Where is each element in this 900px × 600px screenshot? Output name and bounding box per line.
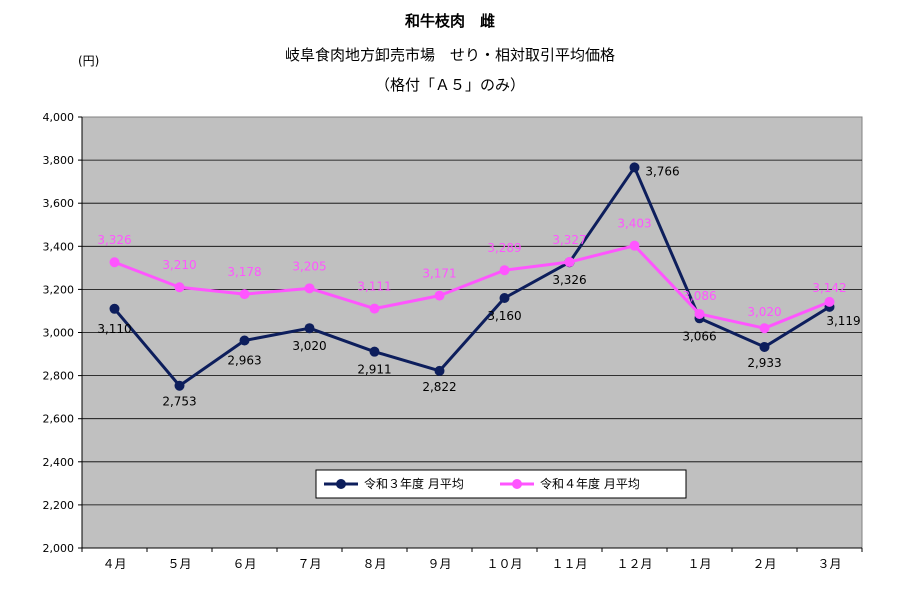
series-1-data-label: 3,326 — [552, 273, 586, 287]
series-2-point — [304, 283, 315, 294]
y-tick-label: 3,600 — [43, 197, 75, 210]
series-2-point — [434, 290, 445, 301]
x-tick-label: １０月 — [486, 557, 522, 571]
x-tick-label: １１月 — [551, 557, 587, 571]
series-1-data-label: 3,110 — [97, 322, 131, 336]
y-tick-label: 2,800 — [43, 370, 75, 383]
series-1-data-label: 2,933 — [747, 356, 781, 370]
series-2-data-label: 3,178 — [227, 265, 261, 279]
legend-label-2: 令和４年度 月平均 — [540, 476, 640, 491]
series-1-data-label: 2,911 — [357, 363, 391, 377]
x-tick-label: ５月 — [167, 557, 191, 571]
chart-subtitle-grade: （格付「Ａ５」のみ） — [374, 76, 525, 94]
series-1-point — [109, 303, 120, 314]
series-2-data-label: 3,327 — [552, 233, 586, 247]
x-tick-label: ９月 — [427, 557, 451, 571]
x-tick-label: ３月 — [817, 557, 841, 571]
y-tick-label: 2,200 — [43, 499, 75, 512]
series-2-data-label: 3,020 — [747, 305, 781, 319]
series-line-2 — [113, 244, 831, 330]
x-tick-label: ７月 — [297, 557, 321, 571]
y-tick-label: 3,000 — [43, 327, 75, 340]
x-tick-label: １月 — [687, 557, 711, 571]
series-2-point — [629, 240, 640, 251]
legend-label-1: 令和３年度 月平均 — [364, 476, 464, 491]
series-2-point — [174, 282, 185, 293]
x-tick-label: ２月 — [752, 557, 776, 571]
series-2-data-label: 3,086 — [682, 289, 716, 303]
series-1-data-label: 3,160 — [487, 309, 521, 323]
y-tick-label: 3,400 — [43, 240, 75, 253]
y-tick-label: 2,000 — [43, 542, 75, 555]
series-1-data-label: 3,119 — [826, 314, 860, 328]
y-axis-unit-label: (円) — [78, 54, 100, 68]
series-2-point — [824, 296, 835, 307]
series-1-data-label: 3,020 — [292, 339, 326, 353]
series-2-data-label: 3,205 — [292, 259, 326, 273]
y-tick-label: 3,800 — [43, 154, 75, 167]
series-1-data-label: 3,066 — [682, 329, 716, 343]
series-1-data-label: 3,766 — [645, 164, 679, 178]
series-2-data-label: 3,111 — [357, 280, 391, 294]
y-tick-label: 4,000 — [43, 111, 75, 124]
series-1-point — [304, 323, 315, 334]
series-2-data-label: 3,142 — [812, 281, 846, 295]
series-2-point — [759, 323, 770, 334]
x-tick-label: ６月 — [232, 557, 256, 571]
series-1-point — [434, 365, 445, 376]
series-2-point — [109, 257, 120, 268]
series-2-data-label: 3,210 — [162, 258, 196, 272]
y-tick-label: 2,600 — [43, 413, 75, 426]
series-1-point — [239, 335, 250, 346]
series-2-point — [694, 308, 705, 319]
series-2-data-label: 3,326 — [97, 233, 131, 247]
series-2-point — [499, 265, 510, 276]
series-1-point — [369, 346, 380, 357]
series-2-data-label: 3,171 — [422, 267, 456, 281]
series-2-data-label: 3,403 — [617, 217, 651, 231]
series-1-point — [174, 380, 185, 391]
y-tick-label: 3,200 — [43, 283, 75, 296]
series-line-1 — [113, 165, 831, 388]
series-1-point — [499, 293, 510, 304]
series-1-data-label: 2,822 — [422, 380, 456, 394]
legend-marker-2 — [512, 479, 522, 489]
series-1-point — [629, 162, 640, 173]
y-tick-label: 2,400 — [43, 456, 75, 469]
chart-title: 和牛枝肉 雌 — [404, 12, 495, 30]
series-2-point — [369, 303, 380, 314]
x-tick-label: ８月 — [362, 557, 386, 571]
series-1-data-label: 2,753 — [162, 395, 196, 409]
series-1-data-label: 2,963 — [227, 353, 261, 367]
series-2-point — [564, 257, 575, 268]
x-tick-label: １２月 — [616, 557, 652, 571]
series-2-data-label: 3,289 — [487, 241, 521, 255]
series-1-point — [759, 341, 770, 352]
chart-subtitle: 岐阜食肉地方卸売市場 せり・相対取引平均価格 — [284, 46, 615, 64]
series-2-point — [239, 289, 250, 300]
legend-marker-1 — [336, 479, 346, 489]
x-tick-label: ４月 — [102, 557, 126, 571]
